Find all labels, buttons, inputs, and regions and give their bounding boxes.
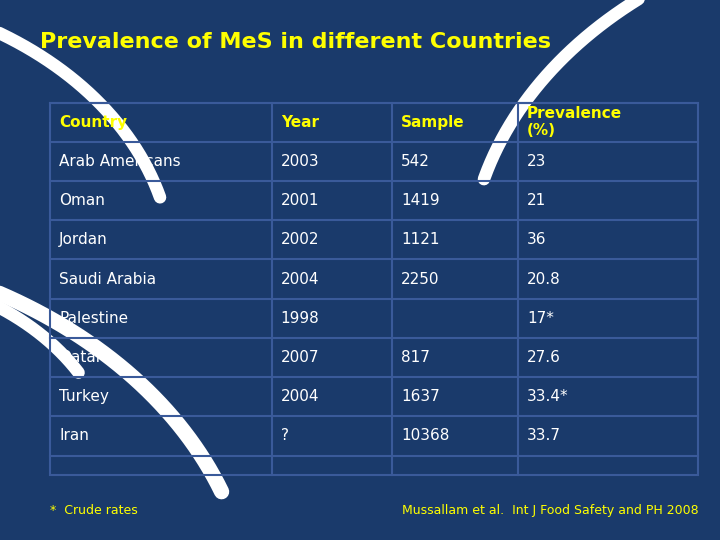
Text: Mussallam et al.  Int J Food Safety and PH 2008: Mussallam et al. Int J Food Safety and P…	[402, 504, 698, 517]
Text: 2004: 2004	[281, 389, 319, 404]
Text: Country: Country	[59, 114, 127, 130]
Text: 2002: 2002	[281, 232, 319, 247]
Text: 2003: 2003	[281, 154, 320, 169]
Text: Prevalence
(%): Prevalence (%)	[527, 106, 622, 138]
Text: 23: 23	[527, 154, 546, 169]
Text: 33.7: 33.7	[527, 428, 561, 443]
Text: Jordan: Jordan	[59, 232, 108, 247]
Text: 1998: 1998	[281, 311, 320, 326]
Text: 542: 542	[401, 154, 430, 169]
Text: Arab Americans: Arab Americans	[59, 154, 181, 169]
Text: 21: 21	[527, 193, 546, 208]
Text: Sample: Sample	[401, 114, 464, 130]
Text: Iran: Iran	[59, 428, 89, 443]
Text: 10368: 10368	[401, 428, 449, 443]
Text: 817: 817	[401, 350, 430, 365]
Text: Prevalence of MeS in different Countries: Prevalence of MeS in different Countries	[40, 32, 551, 52]
Text: 2001: 2001	[281, 193, 319, 208]
Text: 33.4*: 33.4*	[527, 389, 569, 404]
Bar	[50, 103, 698, 475]
Text: 1637: 1637	[401, 389, 440, 404]
Text: Qatar: Qatar	[59, 350, 102, 365]
Text: 36: 36	[527, 232, 546, 247]
Text: 2004: 2004	[281, 272, 319, 287]
Text: 1419: 1419	[401, 193, 440, 208]
Text: 17*: 17*	[527, 311, 554, 326]
Text: ?: ?	[281, 428, 289, 443]
Text: *  Crude rates: * Crude rates	[50, 504, 138, 517]
Text: 20.8: 20.8	[527, 272, 561, 287]
Text: 2250: 2250	[401, 272, 439, 287]
Text: 27.6: 27.6	[527, 350, 561, 365]
Text: Year: Year	[281, 114, 319, 130]
Text: Saudi Arabia: Saudi Arabia	[59, 272, 156, 287]
Text: Oman: Oman	[59, 193, 105, 208]
Text: 1121: 1121	[401, 232, 439, 247]
Text: Palestine: Palestine	[59, 311, 128, 326]
Text: 2007: 2007	[281, 350, 319, 365]
Text: Turkey: Turkey	[59, 389, 109, 404]
